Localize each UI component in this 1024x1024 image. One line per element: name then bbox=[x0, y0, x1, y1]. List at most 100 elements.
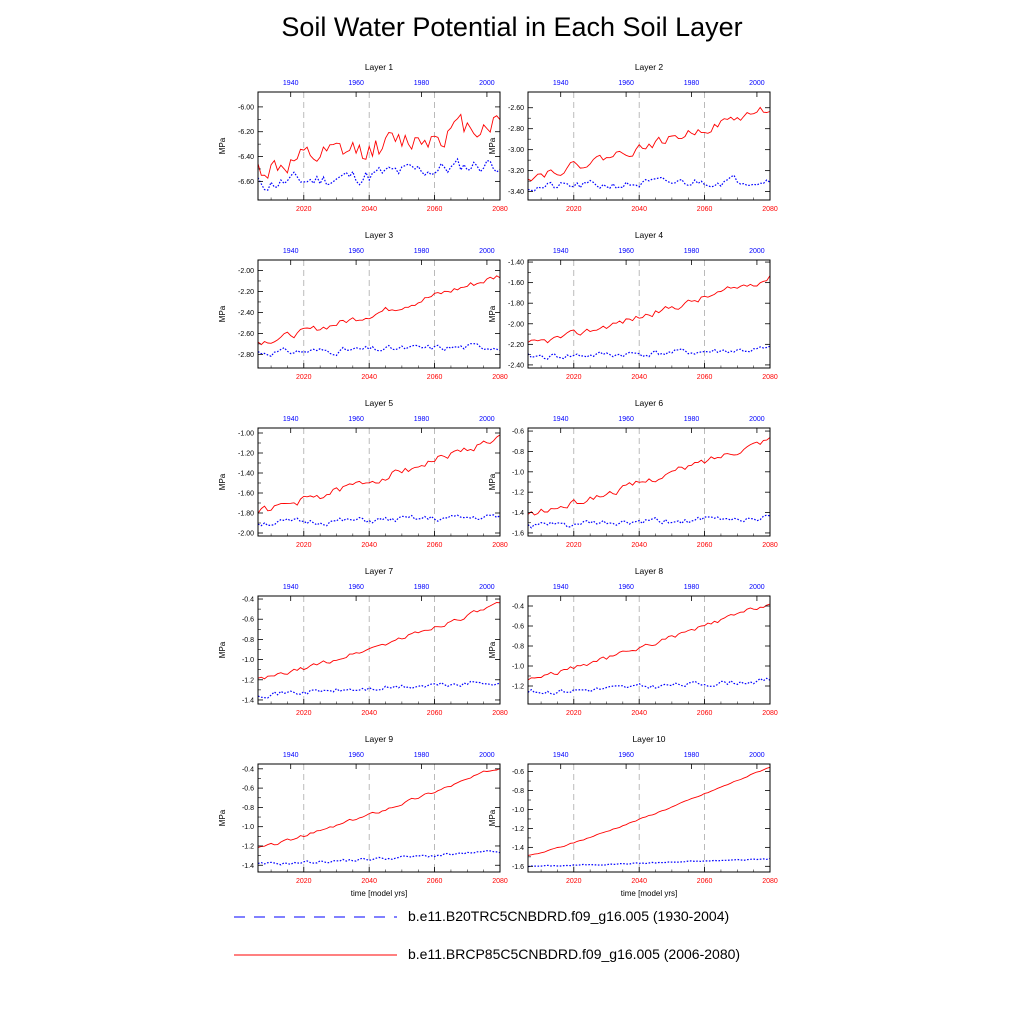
series-line-rcp85 bbox=[257, 113, 501, 180]
plot-frame bbox=[257, 259, 501, 369]
x-tick-label-top: 1980 bbox=[414, 248, 430, 255]
y-tick-label: -1.0 bbox=[512, 807, 524, 814]
x-tick-label-top: 2000 bbox=[479, 752, 495, 759]
series-line-historical bbox=[257, 850, 501, 866]
y-tick-label: -1.80 bbox=[508, 301, 524, 308]
series-line-rcp85 bbox=[257, 602, 501, 680]
x-tick-label-top: 1980 bbox=[684, 80, 700, 87]
x-tick-label-bottom: 2060 bbox=[697, 710, 713, 717]
y-tick-label: -1.0 bbox=[242, 824, 254, 831]
x-tick-label-bottom: 2040 bbox=[361, 710, 377, 717]
y-tick-label: -1.60 bbox=[238, 491, 254, 498]
y-tick-label: -0.8 bbox=[512, 788, 524, 795]
x-tick-label-bottom: 2020 bbox=[566, 542, 582, 549]
y-axis-label: MPa bbox=[218, 641, 227, 658]
x-tick-label-top: 1980 bbox=[414, 584, 430, 591]
x-tick-label-top: 1960 bbox=[618, 584, 634, 591]
x-tick-label-bottom: 2060 bbox=[427, 710, 443, 717]
y-tick-label: -1.0 bbox=[512, 469, 524, 476]
series-line-rcp85 bbox=[257, 275, 501, 346]
x-tick-label-top: 1960 bbox=[348, 752, 364, 759]
y-tick-label: -2.80 bbox=[508, 126, 524, 133]
series-line-historical bbox=[257, 157, 501, 191]
series-line-historical bbox=[527, 677, 771, 695]
y-tick-label: -2.40 bbox=[238, 310, 254, 317]
x-tick-label-top: 1940 bbox=[283, 584, 299, 591]
x-tick-label-top: 2000 bbox=[749, 752, 765, 759]
plot-frame bbox=[527, 595, 771, 705]
y-tick-label: -1.20 bbox=[238, 451, 254, 458]
y-tick-label: -2.00 bbox=[238, 268, 254, 275]
x-axis-label: time [model yrs] bbox=[351, 889, 407, 898]
x-tick-label-bottom: 2040 bbox=[631, 374, 647, 381]
x-tick-label-top: 1960 bbox=[348, 80, 364, 87]
panel-layer-8: -1.2 -1.0 -0.8 -0.6 -0.4 2020 2040 2060 2080 1940… bbox=[488, 566, 778, 717]
series-line-rcp85 bbox=[527, 106, 771, 182]
x-tick-label-top: 2000 bbox=[479, 584, 495, 591]
series-line-historical bbox=[257, 343, 501, 358]
x-tick-label-bottom: 2020 bbox=[296, 710, 312, 717]
y-tick-label: -2.60 bbox=[238, 331, 254, 338]
x-tick-label-top: 1940 bbox=[553, 80, 569, 87]
legend-label-rcp85: b.e11.BRCP85C5CNBDRD.f09_g16.005 (2006-2… bbox=[408, 946, 741, 962]
plot-frame bbox=[257, 91, 501, 201]
y-tick-label: -2.00 bbox=[238, 531, 254, 538]
x-tick-label-top: 1980 bbox=[414, 752, 430, 759]
series-line-historical bbox=[527, 514, 771, 529]
y-axis-label: MPa bbox=[488, 137, 497, 154]
x-tick-label-top: 1940 bbox=[553, 416, 569, 423]
x-tick-label-top: 1980 bbox=[684, 248, 700, 255]
plot-frame bbox=[257, 427, 501, 537]
x-tick-label-bottom: 2060 bbox=[427, 878, 443, 885]
y-tick-label: -3.40 bbox=[508, 189, 524, 196]
x-tick-label-top: 2000 bbox=[749, 584, 765, 591]
series-line-rcp85 bbox=[527, 275, 771, 344]
x-tick-label-top: 1940 bbox=[283, 80, 299, 87]
x-tick-label-top: 1940 bbox=[283, 752, 299, 759]
x-tick-label-bottom: 2040 bbox=[361, 206, 377, 213]
x-tick-label-bottom: 2060 bbox=[697, 878, 713, 885]
series-line-historical bbox=[527, 174, 771, 192]
x-tick-label-top: 1980 bbox=[684, 584, 700, 591]
panel-title: Layer 6 bbox=[635, 398, 664, 408]
legend-lines bbox=[234, 916, 397, 956]
panel-title: Layer 9 bbox=[365, 734, 394, 744]
y-tick-label: -0.4 bbox=[242, 766, 254, 773]
y-tick-label: -1.80 bbox=[238, 511, 254, 518]
y-axis-label: MPa bbox=[488, 305, 497, 322]
y-tick-label: -2.20 bbox=[508, 342, 524, 349]
x-tick-label-top: 1980 bbox=[414, 416, 430, 423]
y-tick-label: -1.0 bbox=[512, 664, 524, 671]
y-tick-label: -6.20 bbox=[238, 129, 254, 136]
x-tick-label-top: 1980 bbox=[414, 80, 430, 87]
plot-frame bbox=[527, 763, 771, 873]
y-tick-label: -2.60 bbox=[508, 105, 524, 112]
x-tick-label-top: 1960 bbox=[618, 248, 634, 255]
panel-title: Layer 1 bbox=[365, 62, 394, 72]
x-tick-label-top: 1960 bbox=[348, 248, 364, 255]
x-tick-label-top: 1960 bbox=[618, 416, 634, 423]
x-tick-label-bottom: 2060 bbox=[427, 374, 443, 381]
y-axis-label: MPa bbox=[218, 809, 227, 826]
x-tick-label-top: 1960 bbox=[618, 80, 634, 87]
panel-layer-4: -2.40 -2.20 -2.00 -1.80 -1.60 -1.40 2020 2040 20… bbox=[488, 230, 778, 381]
y-tick-label: -1.40 bbox=[508, 260, 524, 267]
x-tick-label-top: 1940 bbox=[283, 248, 299, 255]
x-tick-label-bottom: 2020 bbox=[296, 542, 312, 549]
x-tick-label-bottom: 2060 bbox=[427, 206, 443, 213]
x-tick-label-bottom: 2020 bbox=[296, 878, 312, 885]
y-tick-label: -1.4 bbox=[242, 863, 254, 870]
chart-main-title: Soil Water Potential in Each Soil Layer bbox=[281, 12, 743, 42]
x-tick-label-bottom: 2020 bbox=[566, 206, 582, 213]
series-line-rcp85 bbox=[257, 768, 501, 849]
x-tick-label-bottom: 2040 bbox=[631, 206, 647, 213]
panel-title: Layer 8 bbox=[635, 566, 664, 576]
panel-title: Layer 4 bbox=[635, 230, 664, 240]
y-tick-label: -1.60 bbox=[508, 280, 524, 287]
x-tick-label-bottom: 2040 bbox=[631, 710, 647, 717]
x-tick-label-bottom: 2080 bbox=[762, 374, 778, 381]
x-tick-label-bottom: 2040 bbox=[361, 374, 377, 381]
x-tick-label-bottom: 2080 bbox=[762, 206, 778, 213]
panel-title: Layer 5 bbox=[365, 398, 394, 408]
x-tick-label-bottom: 2080 bbox=[492, 374, 508, 381]
